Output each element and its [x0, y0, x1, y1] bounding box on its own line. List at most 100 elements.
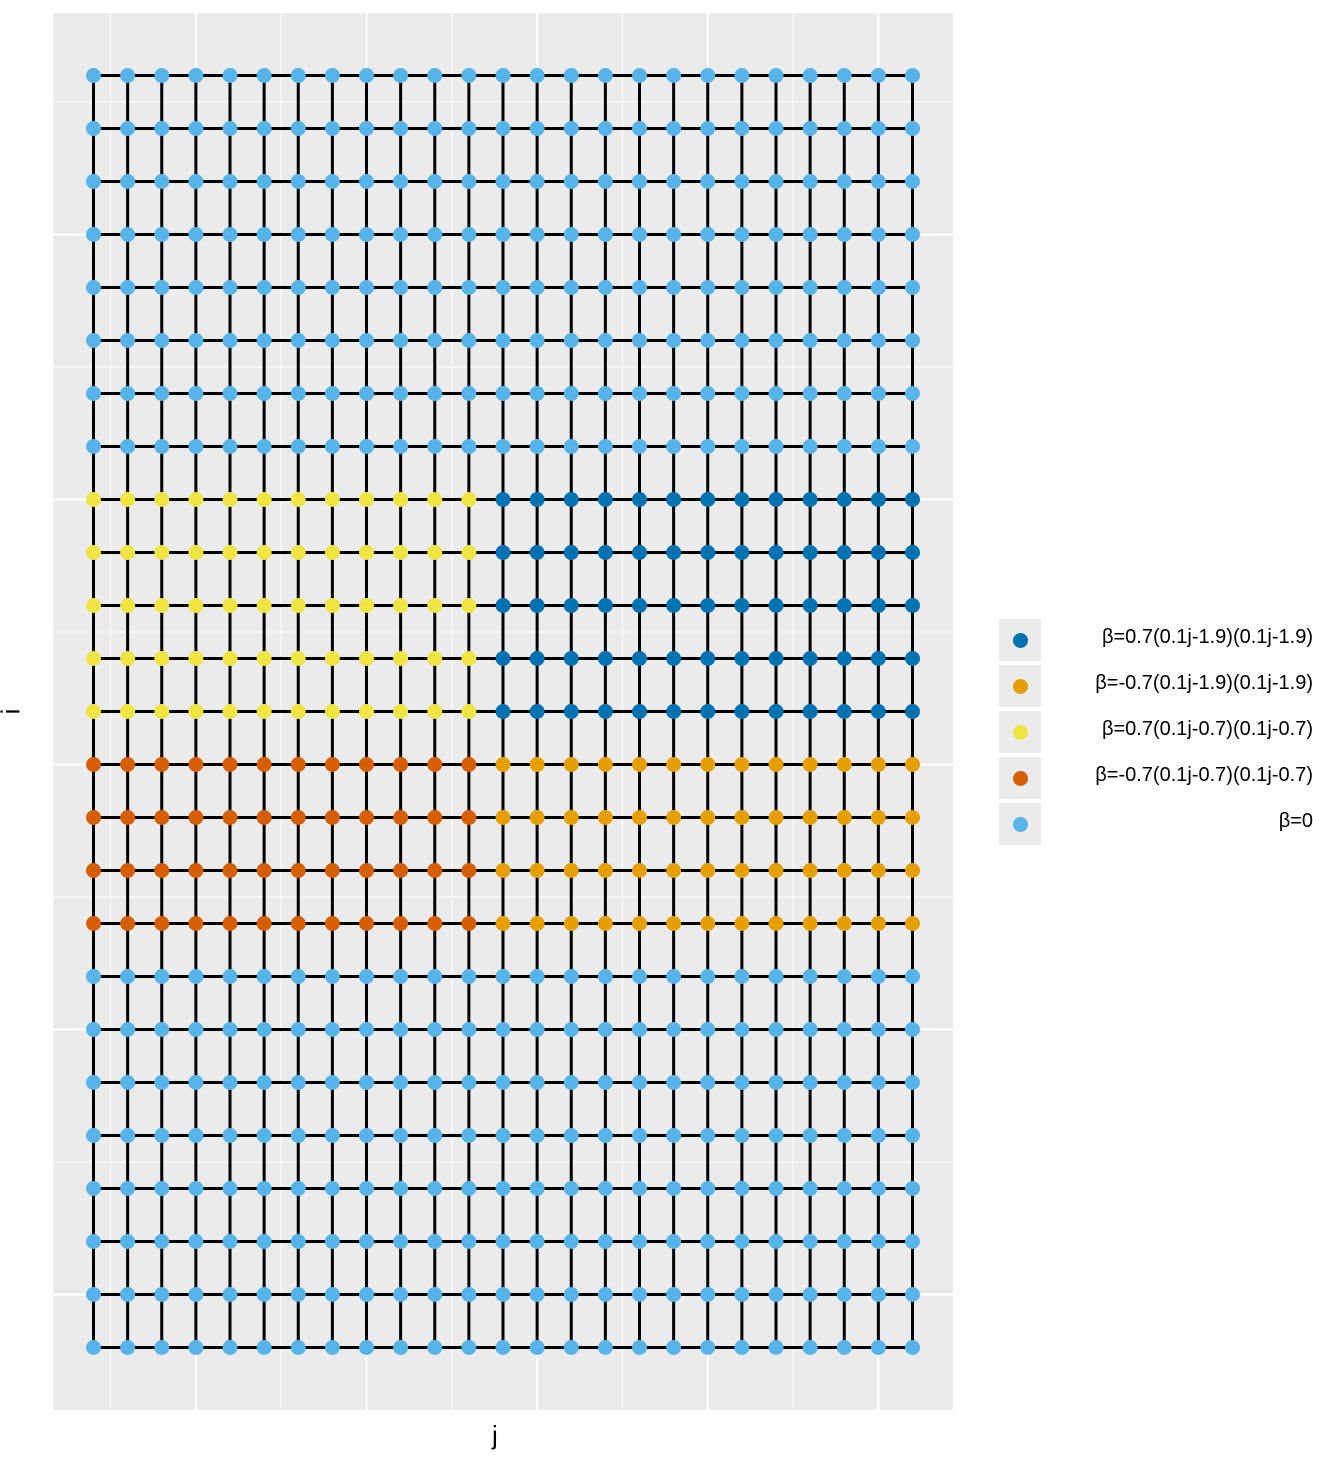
node-23-15 — [563, 1234, 579, 1249]
node-10-19 — [700, 545, 716, 560]
node-4-11 — [427, 227, 443, 242]
node-14-12 — [461, 757, 477, 772]
node-18-7 — [290, 969, 306, 984]
legend-swatch — [1013, 725, 1028, 740]
node-3-13 — [495, 174, 511, 189]
node-8-6 — [256, 439, 272, 454]
node-11-2 — [120, 598, 136, 613]
node-4-18 — [666, 227, 682, 242]
node-20-8 — [324, 1075, 340, 1090]
node-12-7 — [290, 651, 306, 666]
node-20-18 — [666, 1075, 682, 1090]
node-6-16 — [597, 333, 613, 348]
node-18-15 — [563, 969, 579, 984]
node-15-5 — [222, 810, 238, 825]
node-21-9 — [359, 1128, 374, 1143]
node-12-16 — [597, 651, 613, 666]
node-15-13 — [495, 810, 511, 825]
node-16-14 — [529, 863, 545, 878]
node-7-1 — [86, 386, 101, 401]
node-6-3 — [154, 333, 170, 348]
node-23-23 — [836, 1234, 852, 1249]
node-10-15 — [563, 545, 579, 560]
node-21-22 — [802, 1128, 818, 1143]
node-25-15 — [563, 1340, 579, 1355]
node-10-24 — [870, 545, 886, 560]
node-3-15 — [563, 174, 579, 189]
node-23-25 — [905, 1234, 920, 1249]
node-24-14 — [529, 1287, 545, 1302]
legend-label: β=-0.7(0.1j-1.9)(0.1j-1.9) — [1095, 672, 1313, 694]
node-12-9 — [359, 651, 374, 666]
node-17-23 — [836, 916, 852, 931]
node-4-21 — [768, 227, 784, 242]
node-9-21 — [768, 492, 784, 507]
node-4-20 — [734, 227, 750, 242]
node-6-19 — [700, 333, 716, 348]
node-2-19 — [700, 121, 716, 136]
node-9-8 — [324, 492, 340, 507]
node-19-8 — [324, 1022, 340, 1037]
node-22-2 — [120, 1181, 136, 1196]
node-12-25 — [905, 651, 920, 666]
node-20-12 — [461, 1075, 477, 1090]
node-21-13 — [495, 1128, 511, 1143]
node-5-14 — [529, 280, 545, 295]
node-4-2 — [120, 227, 136, 242]
node-19-13 — [495, 1022, 511, 1037]
node-22-11 — [427, 1181, 443, 1196]
node-15-20 — [734, 810, 750, 825]
node-20-3 — [154, 1075, 170, 1090]
node-12-6 — [256, 651, 272, 666]
node-13-13 — [495, 704, 511, 719]
node-6-6 — [256, 333, 272, 348]
node-10-23 — [836, 545, 852, 560]
node-25-22 — [802, 1340, 818, 1355]
node-23-18 — [666, 1234, 682, 1249]
node-18-23 — [836, 969, 852, 984]
node-14-15 — [563, 757, 579, 772]
node-1-20 — [734, 68, 750, 83]
node-7-24 — [870, 386, 886, 401]
node-25-16 — [597, 1340, 613, 1355]
node-7-9 — [359, 386, 374, 401]
legend-swatch — [1013, 771, 1028, 786]
node-2-2 — [120, 121, 136, 136]
node-5-1 — [86, 280, 101, 295]
node-4-10 — [393, 227, 409, 242]
node-19-4 — [188, 1022, 204, 1037]
node-14-5 — [222, 757, 238, 772]
node-4-13 — [495, 227, 511, 242]
node-24-9 — [359, 1287, 374, 1302]
node-10-11 — [427, 545, 443, 560]
node-23-21 — [768, 1234, 784, 1249]
node-21-5 — [222, 1128, 238, 1143]
node-22-9 — [359, 1181, 374, 1196]
node-2-11 — [427, 121, 443, 136]
node-14-25 — [905, 757, 920, 772]
node-25-14 — [529, 1340, 545, 1355]
node-17-4 — [188, 916, 204, 931]
node-21-24 — [870, 1128, 886, 1143]
node-2-21 — [768, 121, 784, 136]
node-1-11 — [427, 68, 443, 83]
node-1-8 — [324, 68, 340, 83]
node-11-24 — [870, 598, 886, 613]
node-23-10 — [393, 1234, 409, 1249]
node-19-19 — [700, 1022, 716, 1037]
node-22-3 — [154, 1181, 170, 1196]
node-5-24 — [870, 280, 886, 295]
node-8-12 — [461, 439, 477, 454]
node-22-14 — [529, 1181, 545, 1196]
node-1-22 — [802, 68, 818, 83]
node-5-2 — [120, 280, 136, 295]
node-22-1 — [86, 1181, 101, 1196]
node-22-16 — [597, 1181, 613, 1196]
node-21-25 — [905, 1128, 920, 1143]
node-11-1 — [86, 598, 101, 613]
node-15-6 — [256, 810, 272, 825]
node-9-1 — [86, 492, 101, 507]
node-3-21 — [768, 174, 784, 189]
node-21-4 — [188, 1128, 204, 1143]
